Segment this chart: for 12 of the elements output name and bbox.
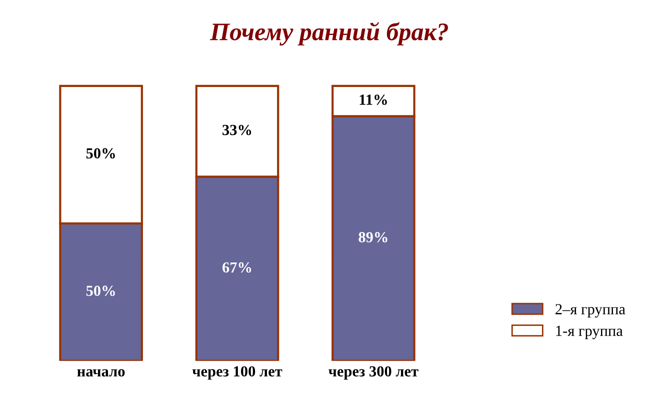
x-tick-label: через 100 лет xyxy=(192,366,282,380)
data-label: 50% xyxy=(86,148,115,159)
chart-title: Почему ранний брак? xyxy=(210,22,448,46)
legend-label: 1-я группа xyxy=(556,326,623,340)
data-label: 33% xyxy=(222,124,252,136)
legend-label: 2–я группа xyxy=(556,304,626,318)
data-label: 89% xyxy=(358,232,388,242)
data-label: 11% xyxy=(360,94,387,105)
x-tick-label: начало xyxy=(77,369,125,377)
data-label: 67% xyxy=(222,262,252,273)
x-tick-label: через 300 лет xyxy=(328,366,418,380)
data-label: 50% xyxy=(86,286,115,296)
